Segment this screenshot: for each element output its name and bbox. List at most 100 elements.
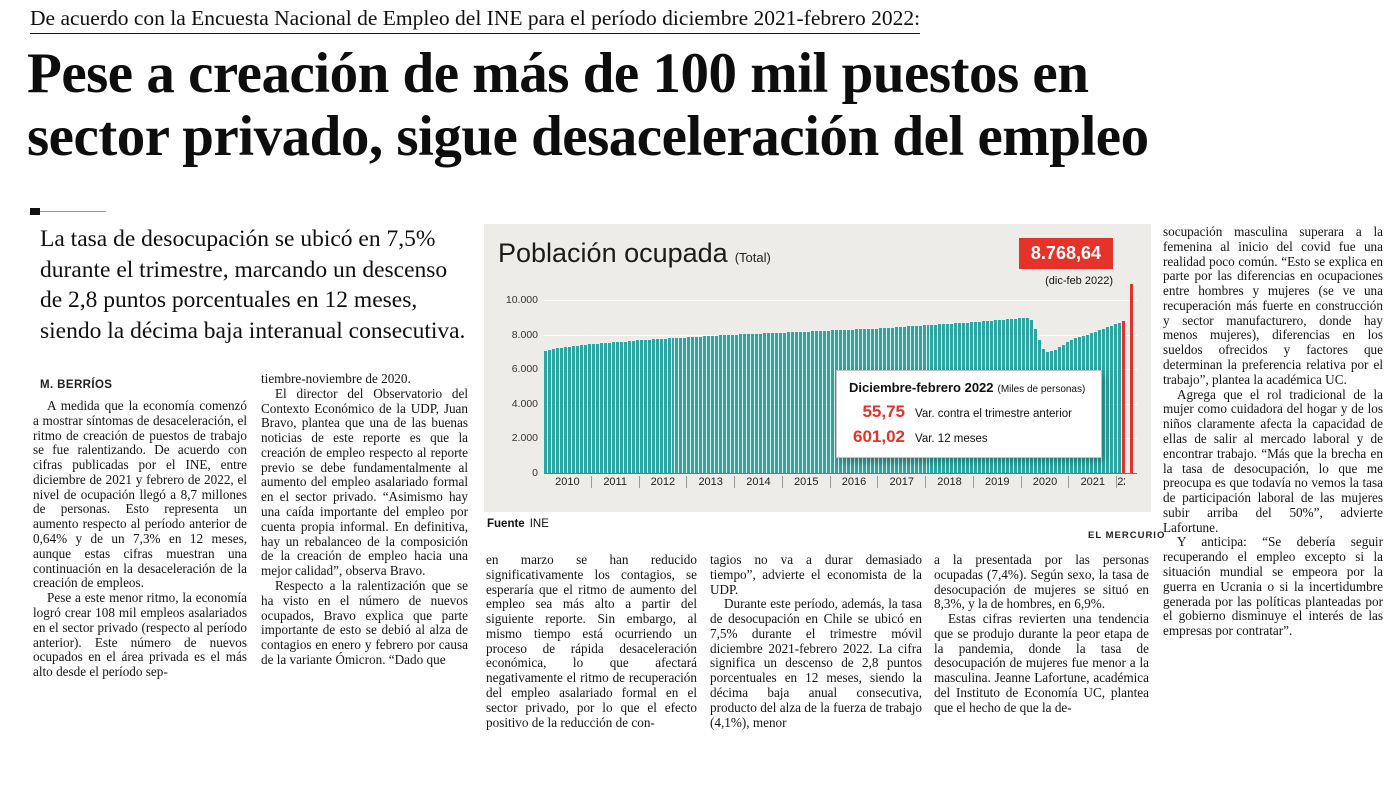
bar [727, 335, 731, 473]
chart-callout-box: Diciembre-febrero 2022 (Miles de personas… [836, 370, 1102, 458]
kicker: De acuerdo con la Encuesta Nacional de E… [30, 6, 921, 34]
headline-line-2: sector privado, sigue desaceleración del… [27, 105, 1149, 169]
bar [587, 344, 591, 473]
bar [787, 332, 791, 473]
paragraph: tiembre-noviembre de 2020. [261, 372, 411, 386]
bar [735, 334, 739, 473]
bar [619, 341, 623, 473]
y-tick-label: 0 [532, 467, 538, 479]
bar [783, 332, 787, 473]
x-tick-label: 2013 [686, 475, 734, 488]
bar [575, 345, 579, 473]
bar [563, 347, 567, 473]
paragraph: en marzo se han reducido significativame… [486, 553, 697, 730]
y-tick-label: 8.000 [511, 328, 538, 341]
headline-line-1: Pese a creación de más de 100 mil puesto… [27, 42, 1089, 105]
chart-x-axis: 2010 2011 2012 2013 2014 2015 2016 2017 2018 2019… [544, 473, 1125, 490]
bar [743, 334, 747, 473]
bar [763, 333, 767, 473]
bar [583, 344, 587, 473]
lead-marker-square [30, 208, 40, 215]
x-tick-label: 2020 [1020, 475, 1069, 488]
callout-row: 55,75 Var. contra el trimestre anterior [849, 402, 1089, 422]
y-tick-label: 2.000 [511, 432, 538, 445]
bar [647, 339, 651, 473]
paragraph: El director del Observatorio del Context… [261, 385, 468, 579]
paragraph: Agrega que el rol tradicional de la muje… [1163, 386, 1383, 535]
x-tick-label: 2011 [590, 475, 639, 488]
bar [791, 332, 795, 473]
bar [675, 338, 679, 473]
y-tick-label: 6.000 [511, 363, 538, 376]
y-tick-label: 10.000 [505, 294, 538, 306]
x-tick-label: 2018 [925, 475, 973, 488]
bar [695, 336, 699, 473]
bar [723, 335, 727, 473]
bar [1113, 324, 1117, 473]
bar [771, 333, 775, 473]
bar [751, 333, 755, 473]
bar [1109, 325, 1113, 473]
bar [603, 342, 607, 473]
bar [567, 346, 571, 473]
bar [779, 332, 783, 473]
bar [775, 332, 779, 473]
bar [544, 350, 547, 473]
bar [802, 331, 806, 473]
paragraph: A medida que la economía comenzó a mostr… [33, 399, 247, 591]
bar [703, 336, 707, 473]
bar [571, 346, 575, 473]
publication-credit: EL MERCURIO [1088, 530, 1166, 541]
chart-y-axis: 10.000 8.000 6.000 4.000 2.000 0 [498, 294, 544, 479]
bar [818, 330, 822, 473]
bar [731, 334, 735, 473]
bar [699, 336, 703, 473]
bar [607, 342, 611, 473]
kicker-text: De acuerdo con la Encuesta Nacional de E… [30, 6, 921, 34]
bar [551, 349, 555, 473]
bar [635, 340, 639, 473]
lead-paragraph: La tasa de desocupación se ubicó en 7,5%… [40, 226, 466, 344]
gridline [544, 300, 1137, 301]
current-period-marker-line [1130, 284, 1133, 473]
body-column-2: tiembre-noviembre de 2020. El director de… [261, 372, 468, 781]
bar [683, 337, 687, 473]
current-value-badge: 8.768,64 [1018, 238, 1113, 269]
x-tick-label: 2014 [734, 475, 782, 488]
paragraph: Estas cifras revierten una tendencia que… [934, 611, 1149, 715]
bar [759, 333, 763, 473]
bar [547, 349, 551, 473]
bar [627, 341, 631, 473]
bar [639, 340, 643, 473]
bar [711, 335, 715, 473]
paragraph: a la presentada por las personas ocupada… [934, 553, 1149, 612]
body-column-6: socupación masculina superara a la femen… [1163, 225, 1383, 781]
bar [615, 342, 619, 473]
bar [687, 337, 691, 473]
bar [795, 332, 798, 473]
callout-title-suffix: (Miles de personas) [997, 384, 1086, 395]
chart-source: Fuente INE [487, 518, 549, 530]
bar [1117, 322, 1121, 473]
callout-title-row: Diciembre-febrero 2022 (Miles de personas… [849, 379, 1089, 397]
bar [679, 337, 683, 473]
paragraph: socupación masculina superara a la femen… [1163, 225, 1383, 387]
bar [623, 341, 627, 473]
bar [655, 339, 659, 473]
callout-value-12m: 601,02 [853, 427, 905, 446]
bar [663, 338, 667, 473]
byline: M. BERRÍOS [40, 379, 113, 391]
lead-marker-rule [30, 208, 106, 215]
bar [1105, 327, 1109, 473]
bar-current-period [1121, 321, 1125, 473]
y-tick-label: 4.000 [511, 397, 538, 410]
paragraph: tagios no va a durar demasiado tiempo”, … [710, 553, 922, 597]
bar [830, 330, 834, 473]
bar [631, 340, 635, 473]
bar [767, 333, 771, 473]
bar [810, 331, 814, 473]
x-tick-label: 2016 [829, 475, 878, 488]
x-tick-label: 2021 [1068, 475, 1116, 488]
body-column-5: a la presentada por las personas ocupada… [934, 553, 1149, 781]
